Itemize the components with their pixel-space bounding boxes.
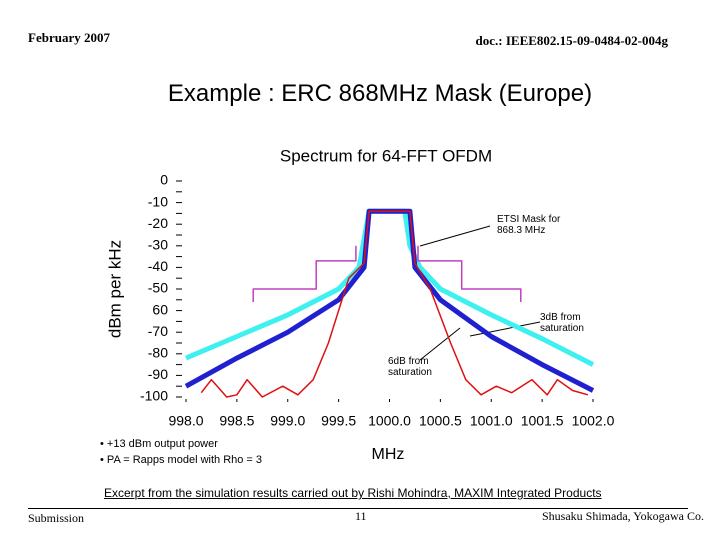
series-line [200, 210, 589, 398]
y-tick-label: 60 [152, 301, 168, 317]
y-tick-label: 0 [160, 172, 168, 188]
y-tick-label: -80 [148, 345, 168, 361]
footer-rule [28, 508, 688, 509]
footer-page: 11 [355, 509, 367, 523]
bullet: • PA = Rapps model with Rho = 3 [100, 454, 263, 466]
x-tick-label: 1001.0 [470, 413, 513, 429]
y-tick-label: -100 [140, 388, 168, 404]
x-tick-label: 998.0 [168, 413, 203, 429]
chart-title: Spectrum for 64-FFT OFDM [280, 146, 492, 165]
series-annotation: ETSI Mask for 868.3 MHz [497, 214, 561, 236]
bullet-text: +13 dBm output power [106, 438, 218, 450]
header-doc: doc.: IEEE802.15-09-0484-02-004g [475, 33, 668, 48]
series-line [252, 245, 522, 302]
x-tick-label: 1001.5 [521, 413, 564, 429]
y-tick-label: -40 [148, 258, 168, 274]
bullet: • +13 dBm output power [100, 438, 218, 450]
y-tick-label: -70 [148, 323, 168, 339]
leader-line [469, 321, 541, 337]
leader-line [419, 225, 491, 247]
footer-left: Submission [28, 511, 85, 525]
y-axis-label: dBm per kHz [105, 240, 124, 338]
y-tick-label: -30 [148, 237, 168, 253]
leader-line [419, 327, 461, 361]
x-tick-label: 998.5 [219, 413, 254, 429]
x-tick-label: 1000.0 [368, 413, 411, 429]
excerpt: Excerpt from the simulation results carr… [104, 486, 602, 500]
header-date: February 2007 [28, 30, 110, 45]
y-tick-label: -50 [148, 280, 168, 296]
footer-right: Shusaku Shimada, Yokogawa Co. [541, 509, 704, 523]
x-tick-label: 1000.5 [419, 413, 462, 429]
y-tick-label: -90 [148, 366, 168, 382]
x-axis-label: MHz [372, 446, 405, 463]
x-tick-label: 999.5 [321, 413, 356, 429]
bullets: • +13 dBm output power • PA = Rapps mode… [100, 436, 262, 468]
y-tick-label: -10 [148, 193, 168, 209]
y-tick-label: -20 [148, 215, 168, 231]
bullet-text: PA = Rapps model with Rho = 3 [106, 454, 263, 466]
series-annotation: 6dB from saturation [388, 356, 432, 378]
x-tick-label: 999.0 [270, 413, 305, 429]
series-annotation: 3dB from saturation [540, 312, 584, 334]
slide-title: Example : ERC 868MHz Mask (Europe) [167, 80, 593, 107]
x-tick-label: 1002.0 [572, 413, 615, 429]
